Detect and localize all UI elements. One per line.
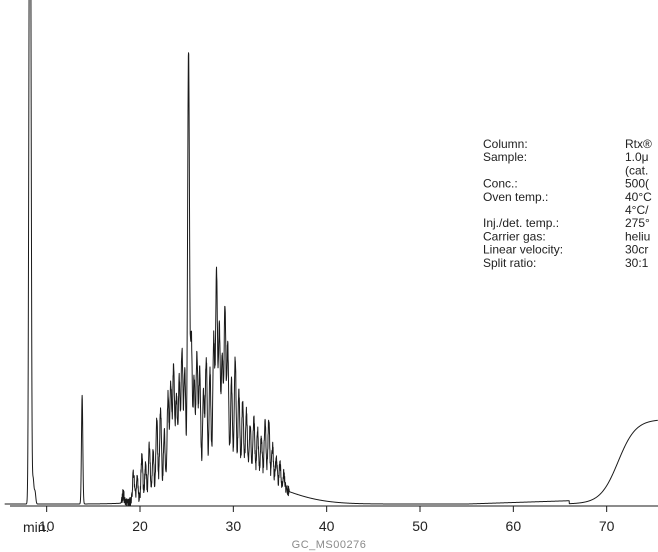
x-unit-label: min. (23, 519, 49, 535)
x-axis-ticks (46, 506, 608, 512)
x-tick-label-40: 40 (319, 518, 335, 534)
param-key: Carrier gas: (483, 229, 546, 243)
param-value: 500( (625, 177, 649, 191)
param-value: 1.0μ (625, 150, 649, 164)
x-tick-label-10: 10 (39, 518, 55, 534)
param-key: Linear velocity: (483, 243, 563, 257)
param-key: Conc.: (483, 177, 518, 191)
param-key: Split ratio: (483, 256, 536, 270)
param-value: heliu (625, 229, 650, 243)
x-axis-tick-labels: 10 20 30 40 50 60 70 (39, 518, 615, 534)
param-key: Inj./det. temp.: (483, 216, 559, 230)
param-value: 30:1 (625, 256, 649, 270)
param-value: 4°C/ (625, 203, 649, 217)
param-value: Rtx® (625, 137, 652, 151)
param-value: (cat. (625, 163, 648, 177)
param-value: 30cr (625, 243, 648, 257)
param-value: 275° (625, 216, 650, 230)
figure-code: GC_MS00276 (292, 539, 367, 551)
chromatogram-trace (4, 0, 658, 507)
param-key: Oven temp.: (483, 190, 548, 204)
x-tick-label-30: 30 (226, 518, 242, 534)
param-value: 40°C (625, 190, 652, 204)
x-tick-label-20: 20 (132, 518, 148, 534)
param-key: Column: (483, 137, 528, 151)
method-parameters-table: Column: Rtx® Sample: 1.0μ(cat. Conc.: 500( Ove… (483, 137, 652, 270)
x-tick-label-70: 70 (599, 518, 615, 534)
param-key: Sample: (483, 150, 527, 164)
x-tick-label-50: 50 (412, 518, 428, 534)
x-tick-label-60: 60 (506, 518, 522, 534)
